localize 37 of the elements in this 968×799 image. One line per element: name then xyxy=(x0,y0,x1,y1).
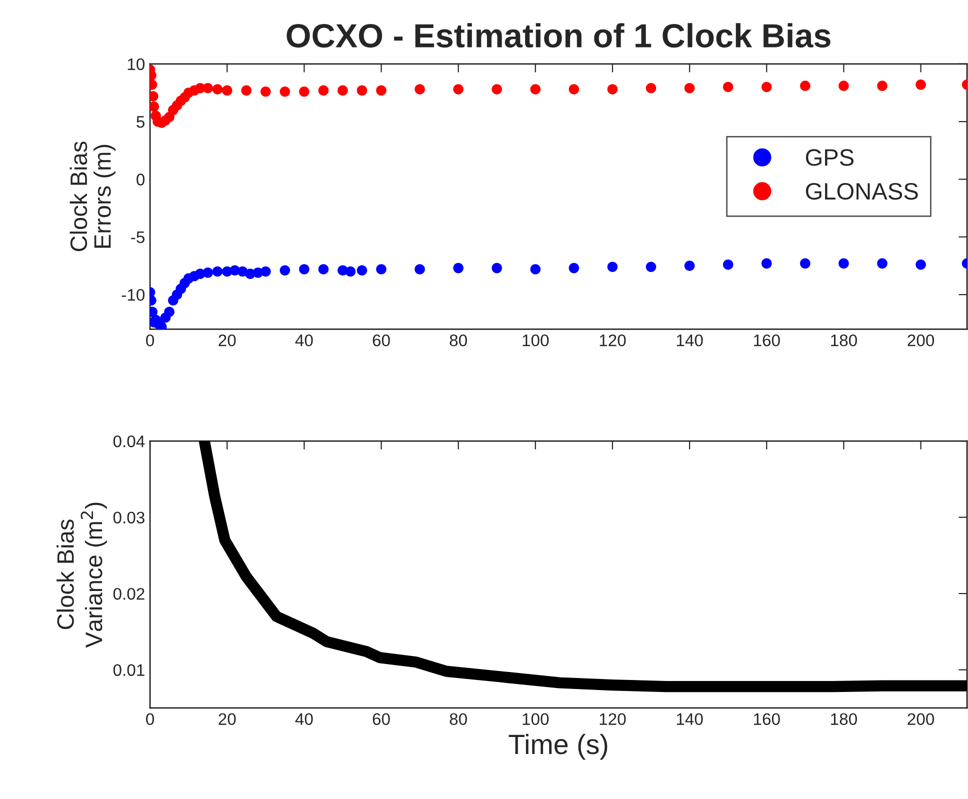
x-tick-label: 60 xyxy=(372,713,390,726)
y-tick-label: -10 xyxy=(122,288,145,301)
y-tick-label: 5 xyxy=(136,116,144,128)
x-tick-label: 140 xyxy=(676,713,703,726)
y-tick-label: 0.04 xyxy=(113,435,145,448)
x-tick-label: 100 xyxy=(522,334,549,346)
x-axis-title: Time (s) xyxy=(508,734,608,760)
x-tick-label: 80 xyxy=(450,334,467,346)
x-tick-label: 80 xyxy=(450,713,467,726)
x-tick-label: 0 xyxy=(146,713,154,726)
x-tick-label: 40 xyxy=(295,334,313,346)
x-tick-label: 120 xyxy=(600,334,626,346)
x-tick-label: 160 xyxy=(754,334,780,346)
legend-label: GPS xyxy=(806,149,854,166)
x-tick-label: 40 xyxy=(295,713,313,726)
x-tick-label: 200 xyxy=(908,334,934,346)
y-axis-title: Clock Bias Variance (m$^{2}$) xyxy=(56,502,107,648)
y-tick-label: 0.01 xyxy=(113,664,144,676)
y-tick-label: 10 xyxy=(128,58,145,70)
chart-title: OCXO - Estimation of 1 Clock Bias xyxy=(286,23,830,48)
x-tick-label: 100 xyxy=(522,713,549,726)
x-tick-label: 20 xyxy=(218,334,236,346)
x-tick-label: 20 xyxy=(218,713,236,726)
x-tick-label: 180 xyxy=(831,713,857,726)
x-tick-label: 60 xyxy=(372,334,390,346)
y-axis-title: Clock Bias Errors (m) xyxy=(70,142,116,252)
y-tick-label: 0 xyxy=(136,174,145,186)
y-tick-label: -5 xyxy=(131,231,144,244)
y-tick-label: 0.02 xyxy=(113,588,144,600)
legend-label: GLONASS xyxy=(806,182,918,200)
x-tick-label: 200 xyxy=(908,713,934,726)
x-tick-label: 140 xyxy=(676,334,703,346)
x-tick-label: 160 xyxy=(754,713,780,726)
x-tick-label: 0 xyxy=(146,334,154,346)
x-tick-label: 120 xyxy=(600,713,626,726)
x-tick-label: 180 xyxy=(831,334,857,346)
y-tick-label: 0.03 xyxy=(113,512,144,524)
